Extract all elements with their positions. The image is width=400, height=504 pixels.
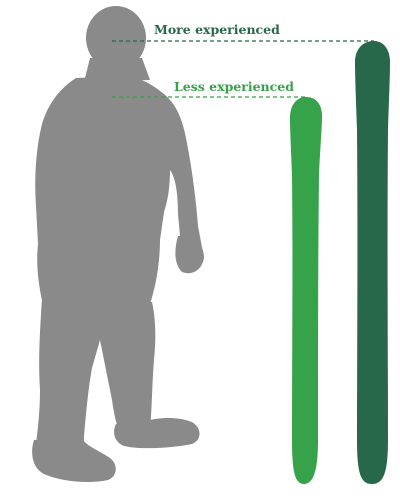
person-boot-back xyxy=(114,418,200,449)
person-boot-front xyxy=(32,438,116,482)
person-silhouette-icon xyxy=(32,6,204,482)
ski-long-icon xyxy=(355,41,390,484)
person-hand xyxy=(175,236,204,274)
ski-short-icon xyxy=(290,97,322,484)
person-head xyxy=(86,6,146,70)
less-experienced-label: Less experienced xyxy=(174,79,294,94)
person-torso xyxy=(35,76,204,304)
person-legs xyxy=(36,298,156,462)
person-neck xyxy=(84,58,150,82)
more-experienced-label: More experienced xyxy=(154,22,280,37)
